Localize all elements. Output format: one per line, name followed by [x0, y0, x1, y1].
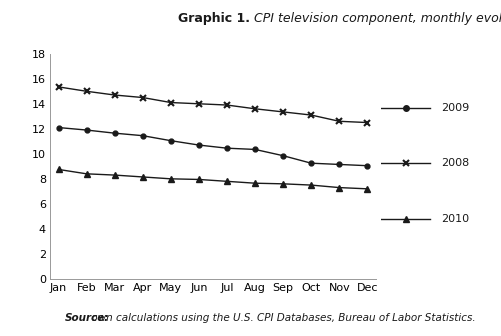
2008: [56, 85, 62, 89]
2008: [196, 102, 202, 106]
2009: [280, 154, 286, 158]
Text: 2009: 2009: [441, 103, 469, 113]
2010: [224, 179, 230, 183]
2009: [308, 161, 314, 165]
2009: [168, 139, 174, 143]
Text: 2010: 2010: [441, 214, 469, 224]
2008: [336, 119, 342, 123]
2010: [252, 181, 258, 185]
2009: [196, 143, 202, 147]
2008: [280, 110, 286, 114]
2009: [56, 126, 62, 130]
2009: [140, 134, 146, 138]
2010: [56, 167, 62, 171]
2008: [308, 113, 314, 117]
Line: 2010: 2010: [56, 167, 370, 192]
2008: [84, 89, 90, 93]
Text: 2008: 2008: [441, 158, 469, 168]
Text: CPI television component, monthly evolution 2008-2010: CPI television component, monthly evolut…: [250, 12, 501, 25]
2010: [168, 177, 174, 181]
2008: [224, 103, 230, 107]
2009: [224, 146, 230, 150]
2009: [364, 164, 370, 168]
2008: [364, 121, 370, 125]
2010: [196, 177, 202, 181]
2010: [140, 175, 146, 179]
2009: [252, 148, 258, 152]
2009: [112, 131, 118, 135]
2008: [112, 93, 118, 97]
Line: 2009: 2009: [56, 125, 370, 168]
2008: [168, 100, 174, 104]
Text: own calculations using the U.S. CPI Databases, Bureau of Labor Statistics.: own calculations using the U.S. CPI Data…: [88, 312, 475, 323]
2010: [280, 182, 286, 186]
2010: [336, 185, 342, 190]
Text: Graphic 1.: Graphic 1.: [178, 12, 250, 25]
Text: Source:: Source:: [65, 312, 110, 323]
Line: 2008: 2008: [55, 83, 371, 126]
2010: [112, 173, 118, 177]
2009: [84, 128, 90, 132]
2008: [252, 107, 258, 111]
2010: [364, 187, 370, 191]
2010: [84, 172, 90, 176]
2008: [140, 95, 146, 99]
2009: [336, 162, 342, 166]
2010: [308, 183, 314, 187]
